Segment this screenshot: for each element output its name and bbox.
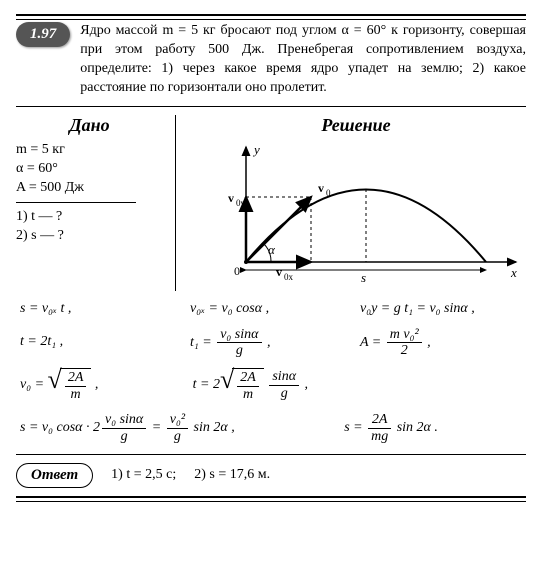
problem-text: Ядро массой m = 5 кг бросают под углом α… — [80, 22, 526, 98]
equation: v₀ₓ = v₀ cosα , — [186, 301, 356, 317]
trajectory-diagram: x y v0 v0x v0y α — [226, 142, 526, 287]
equation: t = 2√2Am sinαg , — [189, 368, 526, 402]
equation: v₀ = √2Am , — [16, 368, 189, 402]
given-title: Дано — [16, 115, 163, 136]
solution-column: Решение x y v0 v0x — [186, 115, 526, 291]
solution-title: Решение — [186, 115, 526, 136]
equation: v₀y = g t₁ = v₀ sinα , — [356, 301, 526, 317]
equation: t₁ = v₀ sinαg , — [186, 327, 356, 359]
top-rule — [16, 14, 526, 20]
equation-row: t = 2t₁ , t₁ = v₀ sinαg , A = m v₀²2 , — [16, 327, 526, 359]
find-line: 1) t — ? — [16, 209, 163, 225]
answer-badge: Ответ — [16, 463, 93, 488]
x-axis-label: x — [510, 265, 517, 280]
equation-row: s = v₀ₓ t , v₀ₓ = v₀ cosα , v₀y = g t₁ =… — [16, 301, 526, 317]
equation: s = v₀ₓ t , — [16, 301, 186, 317]
y-axis-label: y — [252, 142, 260, 157]
vertical-separator — [175, 115, 176, 291]
svg-text:s: s — [361, 270, 366, 282]
given-line: A = 500 Дж — [16, 180, 163, 196]
svg-text:0: 0 — [234, 264, 240, 278]
svg-text:v: v — [228, 191, 234, 205]
svg-text:α: α — [268, 242, 276, 257]
answer-row: Ответ 1) t = 2,5 с; 2) s = 17,6 м. — [16, 463, 526, 488]
equation-row: v₀ = √2Am , t = 2√2Am sinαg , — [16, 368, 526, 402]
svg-text:0y: 0y — [236, 198, 246, 208]
answer-part: 1) t = 2,5 с; — [111, 467, 176, 483]
equation: s = 2Amg sin 2α . — [340, 412, 542, 444]
mid-rule — [16, 106, 526, 107]
answer-part: 2) s = 17,6 м. — [194, 467, 270, 483]
problem-header: 1.97 Ядро массой m = 5 кг бросают под уг… — [16, 22, 526, 98]
svg-text:v: v — [276, 265, 282, 279]
bottom-rule — [16, 454, 526, 455]
problem-number-badge: 1.97 — [16, 22, 70, 47]
given-line: α = 60° — [16, 161, 163, 177]
given-separator — [16, 202, 136, 203]
equation: s = v₀ cosα · 2v₀ sinαg = v₀²g sin 2α , — [16, 412, 340, 444]
end-rule — [16, 496, 526, 502]
svg-text:v: v — [318, 181, 324, 195]
given-column: Дано m = 5 кг α = 60° A = 500 Дж 1) t — … — [16, 115, 175, 291]
equation-row: s = v₀ cosα · 2v₀ sinαg = v₀²g sin 2α , … — [16, 412, 526, 444]
svg-text:0: 0 — [326, 188, 331, 198]
equation: A = m v₀²2 , — [356, 327, 526, 359]
find-line: 2) s — ? — [16, 228, 163, 244]
given-line: m = 5 кг — [16, 142, 163, 158]
columns: Дано m = 5 кг α = 60° A = 500 Дж 1) t — … — [16, 115, 526, 291]
svg-text:0x: 0x — [284, 272, 294, 282]
equation: t = 2t₁ , — [16, 334, 186, 350]
